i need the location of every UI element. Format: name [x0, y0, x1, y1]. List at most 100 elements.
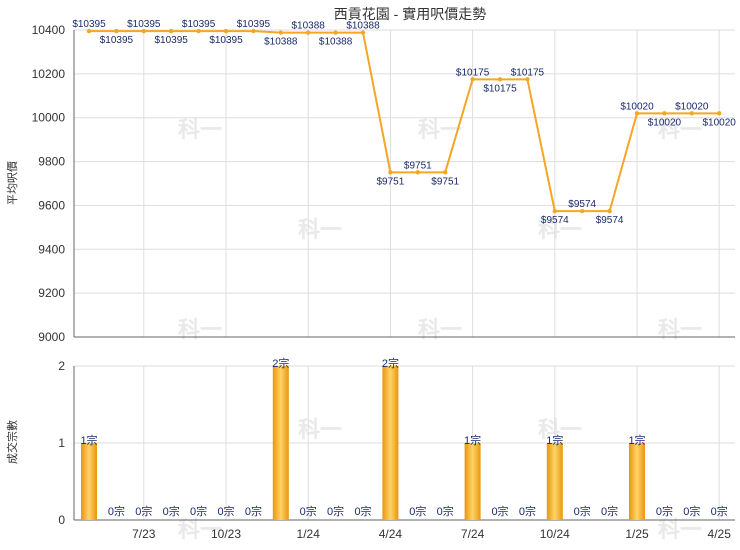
volume-tick-label-1: 1: [58, 436, 65, 450]
price-point-11: [388, 170, 393, 175]
price-point-16: [525, 77, 530, 82]
price-series-line: [89, 30, 720, 213]
x-tick-label-7: 4/25: [708, 527, 732, 541]
price-point-13: [443, 170, 448, 175]
price-label-16: $10175: [511, 67, 545, 78]
price-tick-label-6: 10200: [32, 67, 66, 81]
volume-label-7: 2宗: [272, 356, 289, 370]
volume-label-16: 0宗: [519, 504, 536, 518]
price-label-22: $10020: [675, 101, 709, 112]
volume-label-9: 0宗: [327, 504, 344, 518]
x-tick-label-5: 10/24: [540, 527, 570, 541]
volume-bar-11: [382, 366, 399, 520]
price-tick-label-1: 9200: [38, 286, 65, 300]
volume-panel: 0 1 2 1宗 0宗 0宗 0宗 0宗 0宗 0宗 2宗 0宗 0宗 0宗 2宗 0宗 0宗 1宗 0宗 0宗 1宗 0…: [58, 356, 735, 527]
price-label-3: $10395: [155, 35, 189, 46]
watermark-text-5: 科一: [178, 317, 222, 342]
watermark-text-10: 科一: [178, 517, 222, 542]
price-label-8: $10388: [292, 21, 326, 32]
price-point-17: [552, 208, 557, 214]
price-label-19: $9574: [596, 215, 624, 226]
watermark-text-11: 科一: [658, 517, 702, 542]
price-tick-label-2: 9400: [38, 242, 65, 256]
volume-label-22: 0宗: [683, 504, 700, 518]
volume-label-13: 0宗: [437, 504, 454, 518]
volume-label-4: 0宗: [190, 504, 207, 518]
price-label-20: $10020: [620, 101, 654, 112]
price-panel: 9000 9200 9400 9600 9800 10000 10200 10400 $1039…: [32, 19, 737, 344]
price-point-8: [306, 30, 311, 35]
price-point-14: [470, 77, 475, 82]
volume-bar-17: [546, 443, 563, 520]
watermark-text-4: 科一: [538, 217, 582, 242]
price-point-7: [278, 30, 283, 35]
price-point-20: [634, 111, 640, 116]
volume-label-14: 1宗: [464, 433, 481, 447]
price-point-0: [86, 28, 92, 34]
price-label-9: $10388: [319, 37, 353, 48]
volume-label-18: 0宗: [574, 504, 591, 518]
price-point-9: [333, 30, 338, 35]
price-point-12: [415, 170, 420, 175]
volume-label-6: 0宗: [245, 504, 262, 518]
volume-label-12: 0宗: [409, 504, 426, 518]
price-label-18: $9574: [568, 199, 596, 210]
price-axis-label: 平均呎價: [5, 161, 19, 205]
price-label-2: $10395: [127, 19, 161, 30]
price-point-10: [360, 30, 366, 35]
price-point-4: [196, 28, 201, 34]
price-point-15: [497, 77, 503, 82]
price-label-14: $10175: [456, 67, 490, 78]
x-tick-label-3: 4/24: [379, 527, 403, 541]
volume-label-2: 0宗: [135, 504, 152, 518]
price-tick-label-7: 10400: [32, 23, 66, 37]
price-tick-label-4: 9800: [38, 155, 65, 169]
price-label-11: $9751: [376, 176, 404, 187]
price-label-6: $10395: [237, 19, 271, 30]
price-label-15: $10175: [483, 83, 517, 94]
volume-label-11: 2宗: [382, 356, 399, 370]
volume-bar-14: [464, 443, 481, 520]
volume-label-15: 0宗: [491, 504, 508, 518]
x-tick-label-6: 1/25: [625, 527, 649, 541]
volume-label-23: 0宗: [711, 504, 728, 518]
price-tick-label-5: 10000: [32, 111, 66, 125]
price-label-5: $10395: [209, 35, 243, 46]
volume-label-20: 1宗: [628, 433, 645, 447]
price-label-21: $10020: [648, 117, 682, 128]
watermark-text-0: 科一: [178, 117, 222, 142]
watermark-text-7: 科一: [658, 317, 702, 342]
price-label-23: $10020: [703, 117, 737, 128]
price-tick-label-0: 9000: [38, 330, 65, 344]
price-label-17: $9574: [541, 215, 569, 226]
price-point-21: [662, 111, 667, 116]
x-tick-label-0: 7/23: [132, 527, 156, 541]
x-tick-label-4: 7/24: [461, 527, 485, 541]
volume-label-5: 0宗: [217, 504, 234, 518]
x-tick-label-2: 1/24: [297, 527, 321, 541]
x-axis: 7/23 10/23 1/24 4/24 7/24 10/24 1/25 4/25: [132, 527, 731, 541]
volume-label-10: 0宗: [354, 504, 371, 518]
volume-tick-label-0: 0: [58, 513, 65, 527]
price-label-0: $10395: [72, 19, 106, 30]
watermark-text-6: 科一: [418, 317, 462, 342]
volume-label-19: 0宗: [601, 504, 618, 518]
price-point-22: [689, 111, 694, 116]
price-point-6: [251, 28, 256, 34]
volume-tick-label-2: 2: [58, 359, 65, 373]
watermark-text-3: 科一: [298, 217, 342, 242]
price-label-13: $9751: [431, 176, 459, 187]
price-label-7: $10388: [264, 37, 298, 48]
price-point-3: [169, 28, 174, 34]
price-point-23: [717, 111, 722, 116]
price-point-5: [223, 28, 229, 34]
price-label-1: $10395: [100, 35, 134, 46]
volume-bar-7: [272, 366, 289, 520]
volume-axis-label: 成交宗數: [5, 420, 19, 464]
volume-label-1: 0宗: [108, 504, 125, 518]
volume-bar-20: [629, 443, 645, 520]
price-label-10: $10388: [346, 21, 380, 32]
volume-label-0: 1宗: [80, 433, 97, 447]
